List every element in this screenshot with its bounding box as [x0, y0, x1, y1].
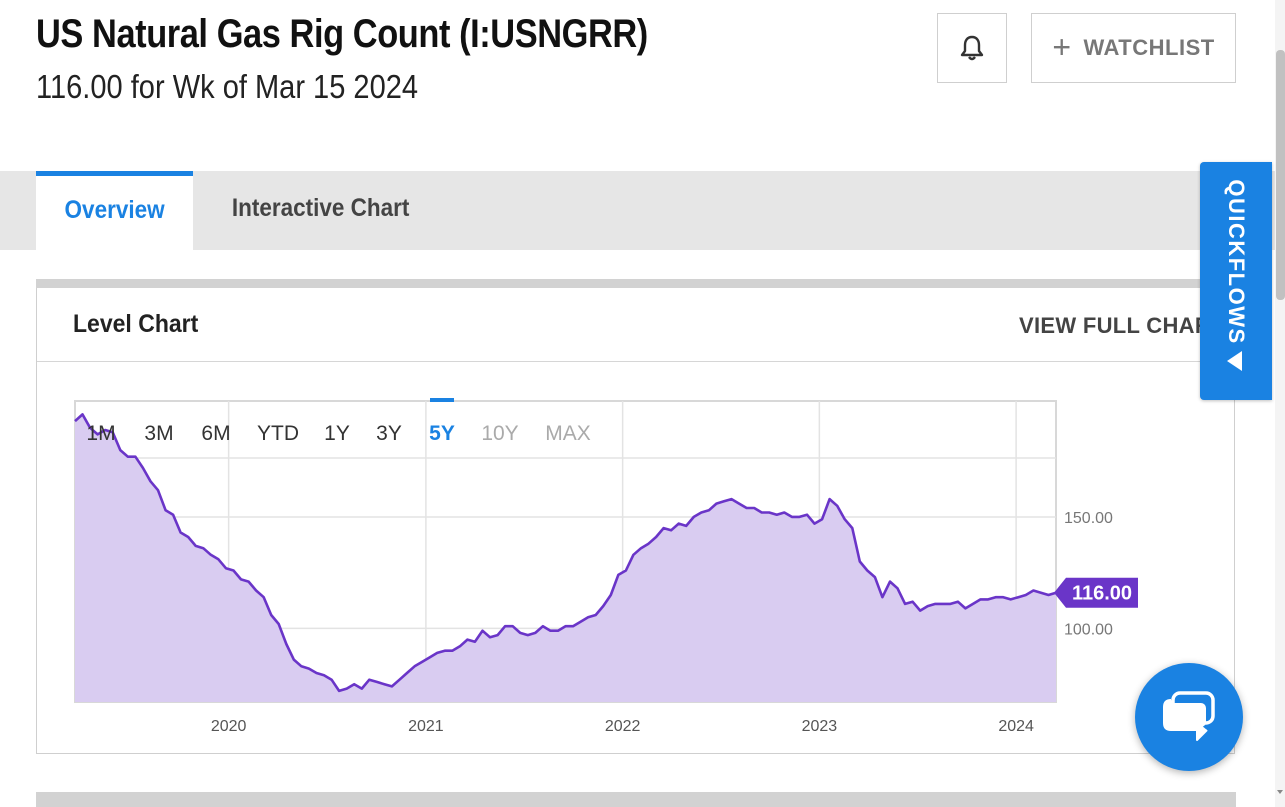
scrollbar-track[interactable] [1275, 0, 1285, 807]
tab-bar: Overview Interactive Chart [0, 171, 1275, 250]
active-range-indicator [430, 398, 454, 402]
tab-interactive-chart-label: Interactive Chart [231, 194, 410, 222]
x-tick-label: 2023 [802, 718, 838, 735]
tab-overview[interactable]: Overview [36, 171, 193, 250]
y-tick-label: 100.00 [1064, 621, 1113, 638]
alert-bell-button[interactable] [937, 13, 1007, 83]
range-button-ytd[interactable]: YTD [257, 422, 299, 445]
card-title: Level Chart [73, 310, 199, 338]
quickflows-panel-toggle[interactable]: QUICKFLOWS [1200, 162, 1272, 400]
range-button-1m[interactable]: 1M [86, 422, 115, 445]
page-title: US Natural Gas Rig Count (I:USNGRR) [36, 12, 648, 56]
series-area-fill [75, 414, 1056, 702]
y-tick-label: 150.00 [1064, 510, 1113, 527]
scrollbar-thumb[interactable] [1276, 50, 1285, 300]
range-button-max[interactable]: MAX [545, 422, 591, 445]
scroll-down-arrow-icon[interactable] [1277, 790, 1283, 794]
latest-value-subtitle: 116.00 for Wk of Mar 15 2024 [36, 68, 419, 105]
x-tick-label: 2020 [211, 718, 247, 735]
chat-button[interactable] [1135, 663, 1243, 771]
range-button-6m[interactable]: 6M [201, 422, 230, 445]
view-full-chart-link[interactable]: VIEW FULL CHART [1019, 313, 1225, 338]
plus-icon: + [1052, 28, 1072, 65]
add-to-watchlist-button[interactable]: + WATCHLIST [1031, 13, 1236, 83]
tab-interactive-chart[interactable]: Interactive Chart [222, 171, 419, 250]
chat-icon [1163, 691, 1215, 741]
last-value-tag [1054, 577, 1138, 608]
card-bottom-divider [36, 792, 1236, 807]
quickflows-label: QUICKFLOWS [1224, 179, 1249, 345]
card-top-divider [36, 279, 1236, 288]
caret-left-icon [1227, 351, 1242, 371]
range-button-3m[interactable]: 3M [144, 422, 173, 445]
watchlist-label: WATCHLIST [1083, 35, 1215, 60]
x-tick-label: 2022 [605, 718, 641, 735]
card-header: Level Chart VIEW FULL CHART [37, 288, 1234, 362]
x-tick-label: 2021 [408, 718, 444, 735]
tab-overview-label: Overview [64, 196, 165, 224]
last-value-label: 116.00 [1072, 583, 1132, 605]
x-tick-label: 2024 [998, 718, 1034, 735]
range-button-10y[interactable]: 10Y [481, 422, 518, 445]
series-line [74, 413, 1057, 693]
range-button-3y[interactable]: 3Y [376, 422, 402, 445]
range-button-5y[interactable]: 5Y [429, 422, 455, 445]
bell-icon [960, 35, 984, 61]
range-button-1y[interactable]: 1Y [324, 422, 350, 445]
